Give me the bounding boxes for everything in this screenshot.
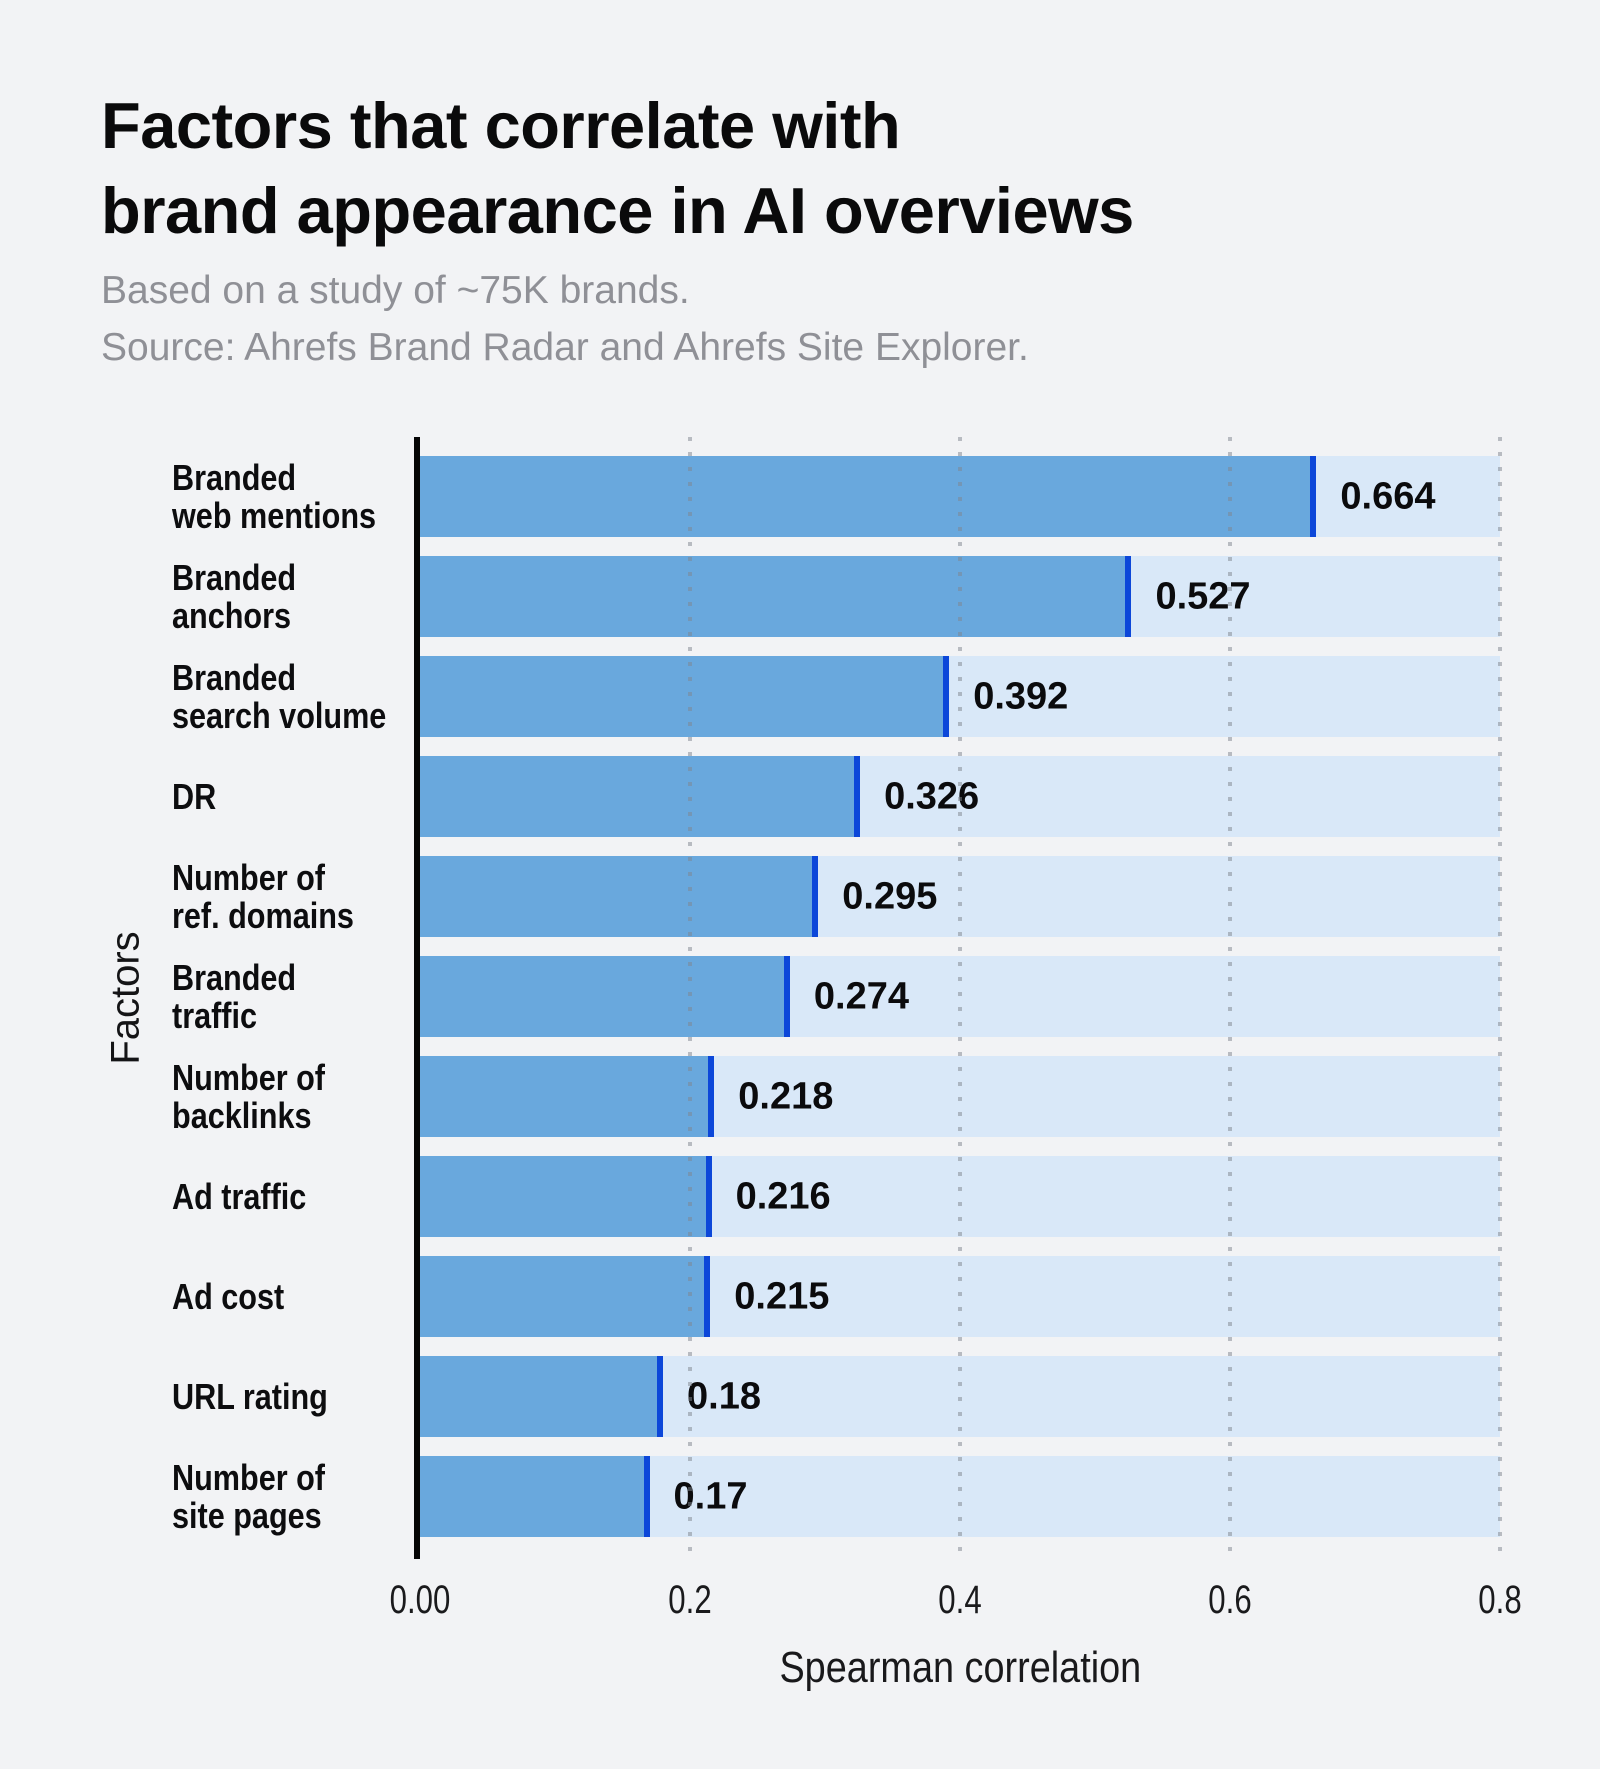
bar-track: 0.664: [420, 456, 1500, 537]
value-label: 0.527: [1155, 575, 1251, 617]
value-label: 0.392: [973, 675, 1069, 717]
bar: [420, 956, 790, 1037]
bar: [420, 1356, 663, 1437]
category-label-line: URL rating: [172, 1375, 328, 1417]
category-label-line: Number of: [172, 1056, 325, 1098]
bar-track: 0.215: [420, 1256, 1500, 1337]
bar-track: 0.295: [420, 856, 1500, 937]
category-label-line: Branded: [172, 456, 297, 498]
bar-track: 0.218: [420, 1056, 1500, 1137]
bar-row: Branded anchors 0.527: [172, 556, 1500, 637]
category-label-line: Number of: [172, 1456, 325, 1498]
bar: [420, 756, 861, 837]
chart-subtitle-line2: Source: Ahrefs Brand Radar and Ahrefs Si…: [101, 326, 1029, 369]
bar-row: Branded traffic 0.274: [172, 956, 1500, 1037]
value-label: 0.18: [687, 1375, 761, 1417]
bar-row: DR 0.326: [172, 756, 1500, 837]
category-label-line: Ad cost: [172, 1275, 285, 1317]
bar-track: 0.392: [420, 656, 1500, 737]
chart-title: Factors that correlate with brand appeara…: [101, 83, 1134, 253]
bar: [420, 856, 819, 937]
bar: [420, 1056, 715, 1137]
category-label: Branded search volume: [172, 656, 387, 736]
category-label-line: traffic: [172, 994, 258, 1036]
bar: [420, 1156, 712, 1237]
value-label: 0.326: [884, 775, 980, 817]
x-tick-label: 0.8: [1472, 1578, 1528, 1622]
category-label-line: site pages: [172, 1494, 322, 1536]
category-label-line: search volume: [172, 694, 387, 736]
bar-row: Branded search volume 0.392: [172, 656, 1500, 737]
bar: [420, 556, 1132, 637]
value-label: 0.218: [738, 1075, 834, 1117]
category-label-line: Number of: [172, 856, 325, 898]
value-label: 0.216: [735, 1175, 831, 1217]
bar: [420, 1256, 711, 1337]
bar-track: 0.527: [420, 556, 1500, 637]
category-label: URL rating: [172, 1375, 328, 1417]
value-label: 0.215: [734, 1275, 830, 1317]
value-label: 0.295: [842, 875, 938, 917]
bar: [420, 656, 950, 737]
category-label: Number of ref. domains: [172, 856, 354, 936]
bar-row: Branded web mentions 0.664: [172, 456, 1500, 537]
category-label-line: web mentions: [172, 494, 377, 536]
category-label: Number of backlinks: [172, 1056, 325, 1136]
bar-row: Number of ref. domains 0.295: [172, 856, 1500, 937]
category-label-line: DR: [172, 775, 217, 817]
category-label-line: backlinks: [172, 1094, 312, 1136]
bar-track: 0.18: [420, 1356, 1500, 1437]
bar-row: Ad traffic 0.216: [172, 1156, 1500, 1237]
x-tick-text: 0.6: [1208, 1578, 1252, 1622]
value-label: 0.274: [813, 975, 909, 1017]
x-tick-text: 0.4: [938, 1578, 982, 1622]
bar: [420, 456, 1317, 537]
category-label: Branded web mentions: [172, 456, 377, 536]
category-label-line: ref. domains: [172, 894, 354, 936]
category-label: Ad cost: [172, 1275, 285, 1317]
x-axis-ticks: 0.00 0.2 0.4 0.6 0.8: [390, 1578, 1522, 1624]
x-axis-title-text: Spearman correlation: [779, 1643, 1141, 1692]
bar-row: Number of backlinks 0.218: [172, 1056, 1500, 1137]
bar-track: 0.17: [420, 1456, 1500, 1537]
x-tick-label: 0.6: [1202, 1578, 1258, 1622]
x-tick-label: 0.2: [662, 1578, 718, 1622]
category-label: Number of site pages: [172, 1456, 325, 1536]
bar-row: Number of site pages 0.17: [172, 1456, 1500, 1537]
value-label: 0.664: [1340, 475, 1436, 517]
y-axis-title: Factors: [103, 931, 148, 1065]
x-tick-text: 0.2: [668, 1578, 712, 1622]
x-tick-text: 0.8: [1478, 1578, 1522, 1622]
category-label-line: Ad traffic: [172, 1175, 307, 1217]
bar-track: 0.216: [420, 1156, 1500, 1237]
category-label-line: Branded: [172, 556, 297, 598]
category-label: Branded traffic: [172, 956, 297, 1036]
category-label: Ad traffic: [172, 1175, 307, 1217]
y-axis-line: [414, 437, 420, 1559]
chart-title-line1: Factors that correlate with: [101, 89, 901, 162]
x-tick-label: 0.4: [932, 1578, 988, 1622]
bar-row: URL rating 0.18: [172, 1356, 1500, 1437]
category-label-line: anchors: [172, 594, 292, 636]
category-label-line: Branded: [172, 956, 297, 998]
chart-subtitle: Based on a study of ~75K brands. Source: …: [101, 262, 1029, 376]
bar-track: 0.326: [420, 756, 1500, 837]
x-axis-title: Spearman correlation: [420, 1643, 1500, 1693]
bars-area: Branded web mentions 0.664 Branded anchors 0.…: [172, 456, 1500, 1537]
category-label: DR: [172, 775, 217, 817]
x-tick-label: 0.00: [381, 1578, 459, 1622]
bar-row: Ad cost 0.215: [172, 1256, 1500, 1337]
x-tick-text: 0.00: [389, 1578, 451, 1622]
chart-title-line2: brand appearance in AI overviews: [101, 174, 1134, 247]
category-label-line: Branded: [172, 656, 297, 698]
bar: [420, 1456, 650, 1537]
chart-subtitle-line1: Based on a study of ~75K brands.: [101, 269, 690, 312]
value-label: 0.17: [673, 1475, 748, 1517]
category-label: Branded anchors: [172, 556, 297, 636]
bar-track: 0.274: [420, 956, 1500, 1037]
